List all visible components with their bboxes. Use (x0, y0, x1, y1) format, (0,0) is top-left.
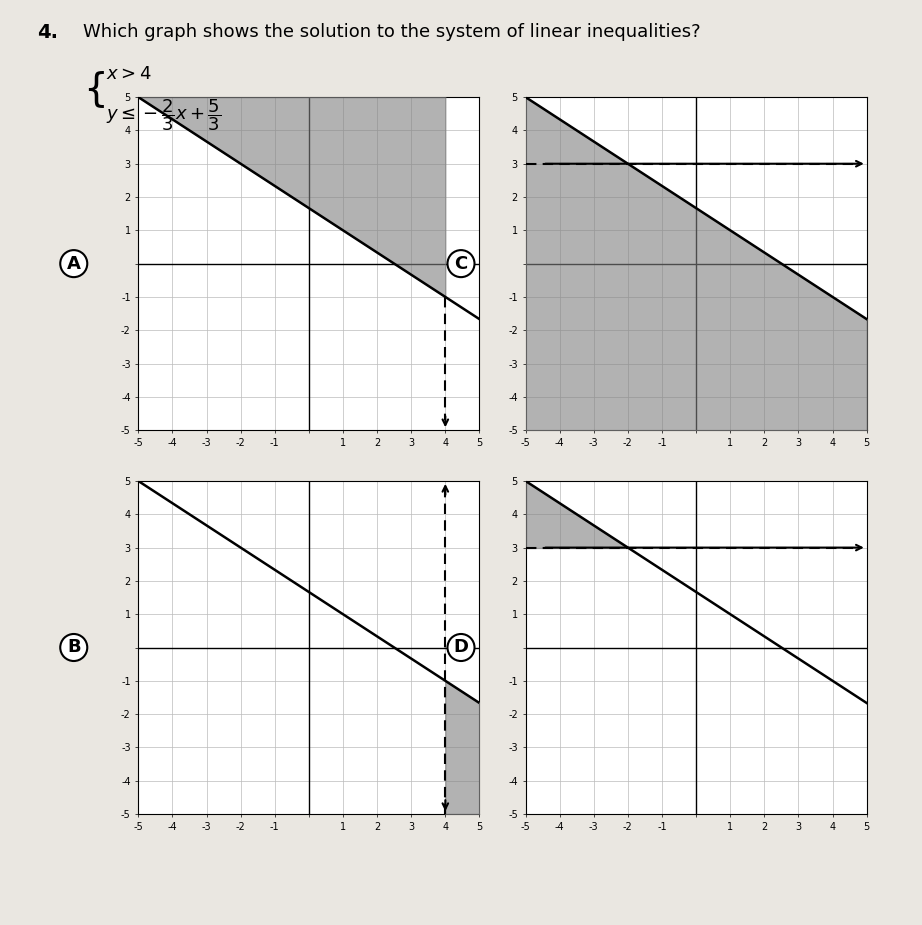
Text: $\{$: $\{$ (83, 69, 105, 110)
Polygon shape (526, 481, 628, 548)
Text: C: C (455, 254, 467, 273)
Text: $y \leq -\dfrac{2}{3}x + \dfrac{5}{3}$: $y \leq -\dfrac{2}{3}x + \dfrac{5}{3}$ (106, 97, 221, 133)
Text: B: B (67, 638, 80, 657)
Text: $x > 4$: $x > 4$ (106, 65, 152, 82)
Text: 4.: 4. (37, 23, 58, 43)
Text: A: A (66, 254, 81, 273)
Text: Which graph shows the solution to the system of linear inequalities?: Which graph shows the solution to the sy… (83, 23, 701, 41)
Text: D: D (454, 638, 468, 657)
